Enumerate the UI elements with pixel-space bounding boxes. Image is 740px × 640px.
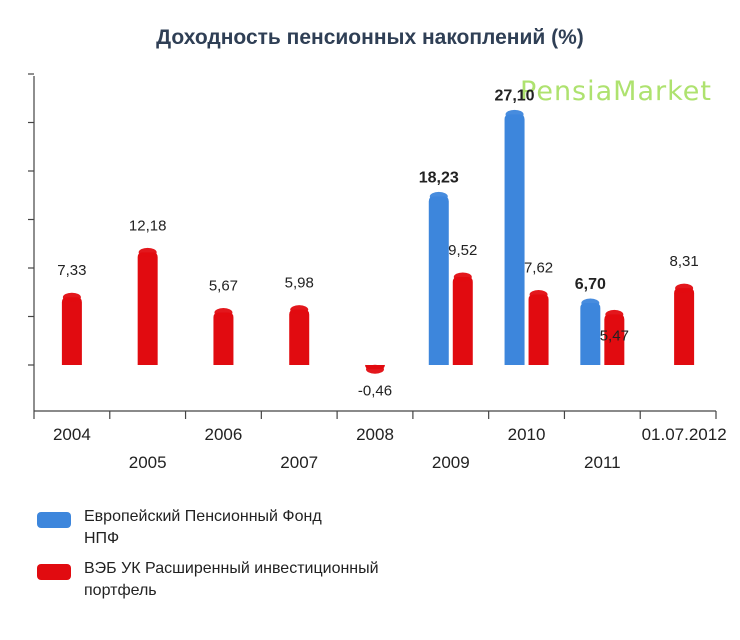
x-tick-label: 2004 <box>53 425 91 444</box>
x-tick-label: 2005 <box>129 453 167 472</box>
x-tick-label: 01.07.2012 <box>642 425 727 444</box>
legend-label: ВЭБ УК Расширенный инвестиционный <box>84 560 379 577</box>
legend-swatch <box>37 564 71 580</box>
bar-series-2 <box>365 364 385 374</box>
watermark-logo: PensiaMarket <box>520 76 712 107</box>
x-tick-label: 2008 <box>356 425 394 444</box>
x-tick-label: 2006 <box>205 425 243 444</box>
data-label-series-2: 5,47 <box>600 327 629 344</box>
bar-series-2 <box>61 292 82 365</box>
data-label-series-1: 27,10 <box>495 87 535 104</box>
data-label-series-2: 7,62 <box>524 260 553 277</box>
legend-swatch <box>37 512 71 528</box>
data-label-series-2: 8,31 <box>670 253 699 270</box>
data-label-series-1: 18,23 <box>419 169 459 186</box>
bar-series-2 <box>289 305 310 365</box>
chart-title: Доходность пенсионных накоплений (%) <box>156 26 584 49</box>
x-tick-label: 2010 <box>508 425 546 444</box>
bar-series-2 <box>528 290 549 365</box>
bar-series-2 <box>452 272 473 365</box>
bar-series-1 <box>504 109 525 365</box>
x-tick-label: 2009 <box>432 453 470 472</box>
bar-series-2 <box>137 247 158 365</box>
legend-label: Европейский Пенсионный Фонд <box>84 508 322 525</box>
legend-item-1: Европейский Пенсионный Фонд НПФ <box>37 508 322 547</box>
legend-label: НПФ <box>84 530 119 547</box>
x-tick-label: 2011 <box>584 453 621 472</box>
legend-label: портфель <box>84 582 157 599</box>
data-label-series-2: 5,98 <box>285 275 314 292</box>
data-label-series-1: 6,70 <box>575 276 606 293</box>
bar-series-2 <box>674 283 695 365</box>
axes <box>28 73 717 419</box>
legend: Европейский Пенсионный Фонд НПФ ВЭБ УК Рас… <box>37 508 379 599</box>
data-label-series-2: 5,67 <box>209 278 238 295</box>
bar-series-1 <box>580 298 601 365</box>
data-labels: 7,33 12,18 5,67 5,98 -0,46 18,23 9,52 27,10 7,62… <box>57 87 698 399</box>
data-label-series-2: 7,33 <box>57 262 86 279</box>
data-label-series-2: 12,18 <box>129 217 167 234</box>
bar-series-2 <box>213 308 234 365</box>
bar-series-2 <box>604 309 625 365</box>
data-label-series-2: 9,52 <box>448 242 477 259</box>
x-tick-labels: 2004 2005 2006 2007 2008 2009 2010 2011 01.07.20… <box>53 425 727 472</box>
legend-item-2: ВЭБ УК Расширенный инвестиционный портфел… <box>37 560 379 599</box>
x-tick-label: 2007 <box>280 453 318 472</box>
bars-group <box>61 109 695 374</box>
data-label-series-2: -0,46 <box>358 382 392 399</box>
bar-series-1 <box>428 191 449 365</box>
